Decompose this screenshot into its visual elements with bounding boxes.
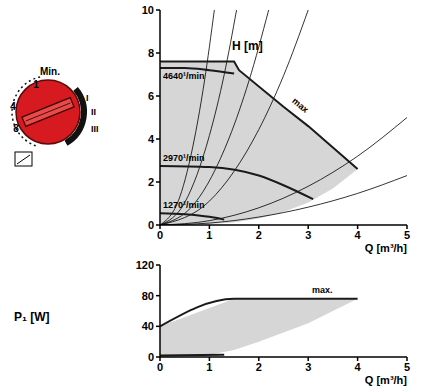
svg-text:2: 2 bbox=[256, 361, 262, 373]
svg-text:Q [m³/h]: Q [m³/h] bbox=[365, 374, 407, 386]
svg-text:4: 4 bbox=[355, 361, 362, 373]
svg-text:3: 3 bbox=[305, 361, 311, 373]
svg-text:max: max bbox=[290, 96, 310, 115]
svg-text:120: 120 bbox=[136, 259, 154, 271]
svg-text:5: 5 bbox=[404, 229, 410, 241]
svg-text:I: I bbox=[86, 93, 89, 103]
svg-text:4: 4 bbox=[10, 101, 16, 112]
svg-text:40: 40 bbox=[142, 320, 154, 332]
svg-text:6: 6 bbox=[148, 90, 154, 102]
svg-text:2970¹/min: 2970¹/min bbox=[163, 153, 205, 163]
svg-text:Q [m³/h]: Q [m³/h] bbox=[365, 242, 407, 254]
svg-text:0: 0 bbox=[148, 351, 154, 363]
svg-text:8: 8 bbox=[13, 123, 19, 134]
svg-text:4: 4 bbox=[148, 133, 155, 145]
svg-text:3: 3 bbox=[305, 229, 311, 241]
svg-text:4: 4 bbox=[355, 229, 362, 241]
svg-text:III: III bbox=[91, 124, 99, 134]
svg-text:2: 2 bbox=[256, 229, 262, 241]
svg-text:P₁ [W]: P₁ [W] bbox=[14, 310, 50, 324]
svg-text:H [m]: H [m] bbox=[232, 39, 263, 53]
svg-text:II: II bbox=[91, 107, 96, 117]
svg-text:1270¹/min: 1270¹/min bbox=[163, 200, 205, 210]
svg-text:max.: max. bbox=[312, 285, 333, 295]
svg-text:4640¹/min: 4640¹/min bbox=[163, 71, 205, 81]
svg-text:0: 0 bbox=[157, 229, 163, 241]
svg-text:1: 1 bbox=[33, 79, 39, 90]
svg-text:2: 2 bbox=[148, 176, 154, 188]
svg-text:1: 1 bbox=[206, 361, 212, 373]
svg-text:5: 5 bbox=[404, 361, 410, 373]
svg-text:80: 80 bbox=[142, 290, 154, 302]
svg-text:Min.: Min. bbox=[40, 66, 60, 77]
svg-text:8: 8 bbox=[148, 47, 154, 59]
svg-text:1: 1 bbox=[206, 229, 212, 241]
svg-text:10: 10 bbox=[142, 4, 154, 16]
svg-text:0: 0 bbox=[157, 361, 163, 373]
svg-text:0: 0 bbox=[148, 219, 154, 231]
